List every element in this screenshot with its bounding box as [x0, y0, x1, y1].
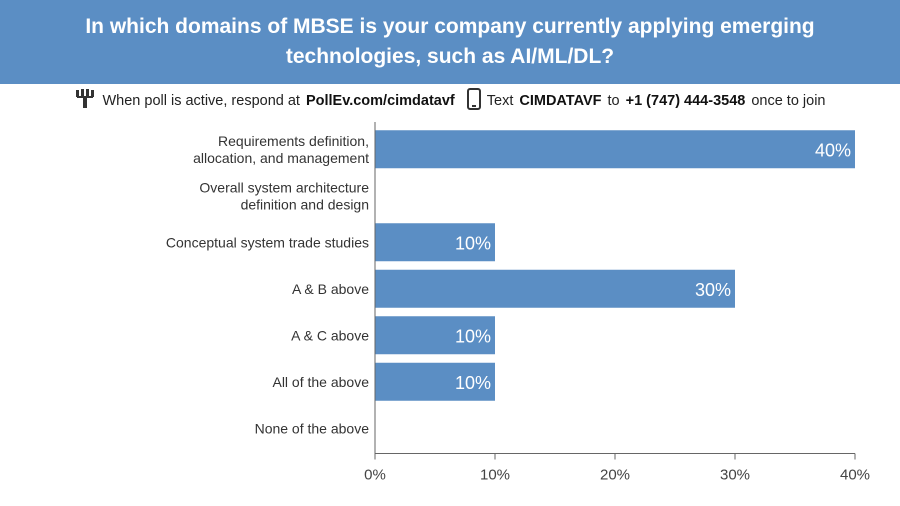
x-tick-label: 40%	[840, 467, 870, 484]
category-label: Requirements definition, allocation, and …	[193, 133, 369, 166]
bar-value-label: 40%	[815, 140, 851, 160]
poll-title-line-2: technologies, such as AI/ML/DL?	[286, 42, 614, 72]
bar-value-label: 10%	[455, 373, 491, 393]
instructions-text-1: When poll is active, respond at	[102, 93, 299, 109]
bar	[375, 130, 855, 168]
category-label: Conceptual system trade studies	[166, 234, 369, 250]
poll-title-line-1: In which domains of MBSE is your company…	[85, 12, 814, 42]
join-instructions: When poll is active, respond at PollEv.c…	[0, 86, 900, 116]
x-tick-label: 30%	[720, 467, 750, 484]
bar-value-label: 10%	[455, 326, 491, 346]
category-label: All of the above	[272, 374, 369, 390]
x-tick-label: 20%	[600, 467, 630, 484]
poll-url: PollEv.com/cimdatavf	[306, 93, 455, 109]
instructions-text-4: once to join	[751, 93, 825, 109]
bar-value-label: 10%	[455, 233, 491, 253]
x-tick-label: 0%	[364, 467, 386, 484]
sms-number: +1 (747) 444-3548	[626, 93, 746, 109]
smartphone-icon	[467, 88, 481, 114]
category-label: A & C above	[291, 327, 369, 343]
x-tick-label: 10%	[480, 467, 510, 484]
instructions-text-3: to	[608, 93, 620, 109]
poll-results-bar-chart: 40% 10% 30% 10% 10% Requirements definition,…	[0, 118, 900, 506]
poll-everywhere-icon	[74, 89, 96, 113]
category-label: Overall system architecture definition an…	[199, 179, 369, 212]
bar-value-label: 30%	[695, 280, 731, 300]
instructions-text-2: Text	[487, 93, 514, 109]
poll-title-banner: In which domains of MBSE is your company…	[0, 0, 900, 84]
sms-keyword: CIMDATAVF	[519, 93, 601, 109]
category-label: A & B above	[292, 281, 369, 297]
category-label: None of the above	[255, 420, 370, 436]
bar	[375, 270, 735, 308]
